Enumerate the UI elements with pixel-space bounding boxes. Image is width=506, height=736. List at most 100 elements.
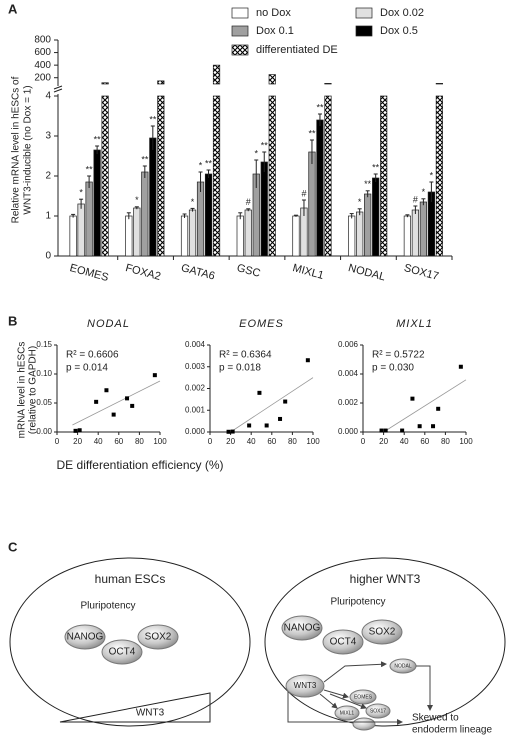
significance-label: * (135, 195, 139, 205)
legend-swatch (231, 25, 249, 37)
bar (435, 95, 443, 257)
legend-label: no Dox (256, 7, 291, 19)
y-tick-label: 0.05 (36, 398, 52, 407)
point (458, 364, 463, 369)
bar (316, 119, 324, 257)
target-label: EOMES (354, 694, 373, 700)
chart-title: EOMES (239, 318, 284, 330)
bar (348, 215, 356, 257)
significance-label: ** (261, 140, 269, 150)
x-tick-label: 100 (459, 437, 473, 446)
gradient-triangle (59, 692, 211, 723)
bar (324, 95, 332, 257)
y-tick-label: 0.00 (36, 427, 52, 436)
axis-break (53, 88, 63, 93)
point (130, 403, 135, 408)
target-label: SOX17 (370, 708, 386, 714)
point (379, 428, 384, 433)
trend-line (383, 379, 467, 433)
y-tick-label: 0.004 (185, 340, 206, 349)
point (257, 390, 262, 395)
bar (411, 209, 419, 257)
legend-label: Dox 0.02 (380, 7, 424, 19)
point (230, 429, 235, 434)
x-tick-label: SOX17 (403, 262, 440, 283)
y-axis-label: WNT3-inducible (no Dox = 1) (23, 85, 34, 214)
point (152, 373, 157, 378)
signal-label: WNT3 (294, 681, 317, 690)
y-tick-label: 0.003 (185, 362, 206, 371)
bar (380, 95, 388, 257)
x-tick-label: 0 (55, 437, 60, 446)
point (125, 396, 130, 401)
y-tick-label: 0.000 (185, 427, 206, 436)
y-tick-label: 0.002 (185, 384, 206, 393)
legend-swatch (355, 7, 373, 19)
y-tick-label: 4 (45, 91, 51, 102)
factor-label: SOX2 (145, 632, 172, 643)
bar (69, 215, 77, 257)
trend-line (72, 380, 161, 426)
y-tick-label: 0.000 (338, 427, 359, 436)
significance-label: ** (308, 128, 316, 138)
point (104, 388, 109, 393)
y-tick-label: 3 (45, 131, 51, 142)
legend-swatch (231, 44, 249, 56)
significance-label: # (246, 197, 251, 207)
point (417, 424, 422, 429)
x-tick-label: 60 (114, 437, 123, 446)
bar (212, 95, 221, 257)
group-label: Pluripotency (330, 597, 385, 608)
chart-title: NODAL (87, 318, 130, 330)
x-tick-label: FOXA2 (124, 262, 162, 283)
significance-label: ** (94, 134, 102, 144)
significance-label: * (358, 197, 362, 207)
factor-label: OCT4 (330, 637, 357, 648)
y-axis-label: (relative to GAPDH) (28, 346, 39, 434)
bar (101, 95, 109, 257)
x-axis-label: DE differentiation efficiency (%) (57, 458, 224, 472)
factor-node (101, 639, 143, 665)
legend-label: differentiated DE (256, 44, 338, 56)
significance-label: ** (141, 154, 149, 164)
point (94, 399, 99, 404)
point (436, 406, 441, 411)
x-tick-label: GATA6 (180, 262, 216, 283)
significance-label: # (301, 188, 306, 198)
x-tick-label: NODAL (347, 262, 387, 283)
x-tick-label: 0 (361, 437, 366, 446)
outcome-label: endoderm lineage (412, 725, 492, 736)
y-tick-label: 0.001 (185, 405, 206, 414)
point (283, 399, 288, 404)
y-tick-label: 800 (34, 35, 51, 46)
bar (188, 209, 197, 257)
chart-title: MIXL1 (396, 318, 433, 330)
group-label: Pluripotency (80, 601, 135, 612)
point (278, 416, 283, 421)
significance-label: * (199, 160, 203, 170)
y-axis-label: mRNA level in hESCs (17, 342, 28, 439)
factor-node (361, 619, 403, 645)
legend-swatch (231, 7, 249, 19)
y-tick-label: 0.002 (338, 398, 359, 407)
factor-label: OCT4 (109, 647, 136, 658)
bar (204, 173, 213, 257)
x-tick-label: 80 (441, 437, 450, 446)
y-axis-label: Relative mRNA level in hESCs of (11, 76, 22, 223)
bar (236, 215, 244, 257)
panel-label: B (8, 313, 17, 328)
x-tick-label: 60 (420, 437, 429, 446)
y-tick-label: 1 (45, 211, 51, 222)
bar (356, 211, 364, 257)
point (73, 428, 78, 433)
point (77, 428, 82, 433)
significance-label: ** (316, 102, 324, 112)
significance-label: ** (364, 179, 372, 189)
x-tick-label: 80 (135, 437, 144, 446)
significance-label: ** (372, 162, 380, 172)
point (305, 358, 310, 363)
bar (77, 203, 85, 257)
signal-node (285, 674, 325, 698)
bar (93, 149, 101, 257)
